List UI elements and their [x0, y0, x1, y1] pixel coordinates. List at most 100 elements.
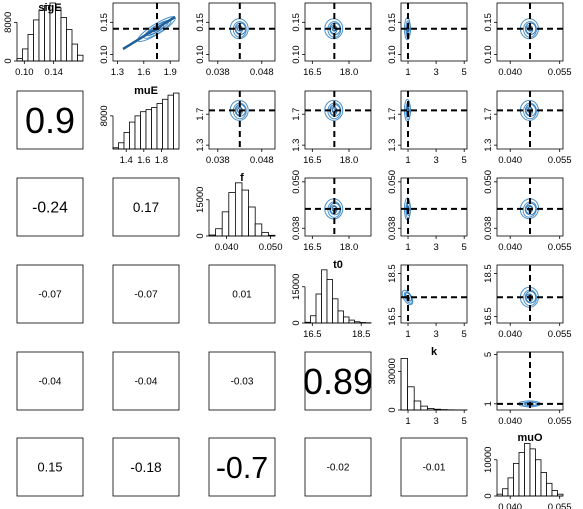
y-tick-label: 0.050	[291, 170, 302, 194]
hist-bar	[524, 443, 531, 497]
hist-bar	[55, 7, 62, 62]
hist-bar	[326, 279, 333, 324]
hist-bar	[420, 405, 428, 411]
x-tick-label: 0.050	[259, 242, 283, 253]
correlation-frame	[304, 351, 372, 411]
hist-bar	[337, 310, 344, 324]
y-tick-label: 1.3	[291, 139, 302, 152]
panel-r3-c6	[494, 177, 564, 239]
y-tick-label: 0.050	[483, 170, 494, 194]
correlation-frame	[208, 437, 276, 497]
contour-level	[519, 198, 540, 220]
correlation-frame	[16, 177, 84, 237]
x-tick-label: 5	[462, 67, 467, 78]
contour-level	[522, 201, 537, 218]
y-tick-label: 16.5	[387, 307, 398, 326]
panel-r5-c2	[112, 351, 180, 411]
panel-frame	[112, 2, 180, 62]
correlation-frame	[112, 437, 180, 497]
correlation-value: 0.9	[25, 100, 75, 141]
correlation-value: -0.04	[39, 377, 62, 388]
y-tick-label: 1	[483, 401, 494, 406]
y-tick-label: 0	[3, 58, 14, 63]
x-tick-label: 0.055	[548, 242, 572, 253]
y-tick-label: 1.3	[195, 139, 206, 152]
correlation-frame	[112, 351, 180, 411]
hist-bar	[33, 19, 40, 62]
y-tick-label: 0.10	[291, 45, 302, 64]
x-tick-label: 0.055	[548, 329, 572, 340]
correlation-value: -0.24	[32, 200, 68, 217]
hist-bar	[535, 459, 542, 497]
x-tick-label: 0.040	[498, 242, 522, 253]
y-tick-label: 0.15	[99, 13, 110, 32]
correlation-value: 0.17	[133, 200, 159, 215]
y-tick-label: 0.15	[483, 13, 494, 32]
variable-title-sigE: sigE	[38, 2, 61, 14]
panel-r4-c4	[302, 269, 372, 326]
panel-frame	[304, 2, 372, 62]
x-tick-label: 18.0	[340, 242, 359, 253]
y-tick-label: 8000	[3, 12, 14, 33]
y-tick-label: 10000	[483, 447, 494, 473]
correlation-frame	[16, 90, 84, 150]
hist-bar	[22, 48, 29, 62]
hist-bar	[502, 488, 509, 497]
correlation-value: 0.01	[232, 290, 252, 301]
panel-r6-c4	[304, 437, 372, 497]
x-tick-label: 0.055	[548, 416, 572, 427]
panel-r6-c5	[400, 437, 468, 497]
correlation-value: 0.89	[303, 361, 373, 402]
hist-bar	[156, 103, 163, 150]
panel-r2-c6	[494, 90, 564, 152]
y-tick-label: 1.7	[483, 108, 494, 121]
y-tick-label: 18.5	[483, 264, 494, 283]
contour-level	[324, 99, 344, 121]
x-tick-label: 0.10	[15, 67, 34, 78]
panel-r3-c3	[206, 182, 276, 239]
panel-r5-c4	[304, 351, 372, 411]
panel-r3-c1	[16, 177, 84, 237]
y-tick-label: 0	[483, 493, 494, 498]
x-tick-label: 0.040	[498, 502, 522, 509]
variable-title-muO: muO	[517, 432, 543, 444]
y-tick-label: 0.038	[291, 216, 302, 240]
x-tick-label: 16.5	[303, 67, 322, 78]
hist-bar	[173, 92, 180, 150]
variable-title-f: f	[240, 172, 244, 184]
panel-r4-c5	[398, 264, 468, 326]
y-tick-label: 0	[195, 233, 206, 238]
contour-level	[524, 202, 537, 216]
x-tick-label: 1.9	[164, 67, 177, 78]
panel-frame	[304, 90, 372, 150]
x-tick-label: 0.048	[250, 155, 274, 166]
hist-bar	[407, 386, 415, 411]
y-tick-label: 15000	[195, 187, 206, 213]
panel-r3-c4	[302, 177, 372, 239]
hist-bar	[228, 192, 236, 237]
panel-r1-c4	[302, 2, 372, 64]
panel-frame	[400, 2, 468, 62]
contour-level	[525, 204, 534, 214]
hist-bar	[248, 206, 256, 237]
x-tick-label: 18.0	[340, 67, 359, 78]
x-tick-label: 0.038	[206, 67, 230, 78]
x-tick-label: 5	[462, 329, 467, 340]
correlation-value: -0.18	[130, 460, 162, 475]
hist-bar	[66, 29, 73, 62]
panel-r1-c1	[14, 2, 84, 64]
correlation-value: -0.01	[423, 463, 446, 474]
panel-r4-c6	[494, 264, 564, 326]
hist-bar	[60, 17, 67, 62]
hist-bar	[540, 472, 547, 497]
hist-bar	[261, 231, 269, 237]
panel-r3-c2	[112, 177, 180, 237]
hist-bar	[215, 228, 223, 237]
y-tick-label: 0.038	[483, 216, 494, 240]
panel-r5-c1	[16, 351, 84, 411]
panel-r6-c3	[208, 437, 276, 497]
x-tick-label: 5	[462, 242, 467, 253]
hist-bar	[221, 211, 230, 237]
y-tick-label: 8000	[99, 105, 110, 126]
y-tick-label: 0.10	[195, 45, 206, 64]
